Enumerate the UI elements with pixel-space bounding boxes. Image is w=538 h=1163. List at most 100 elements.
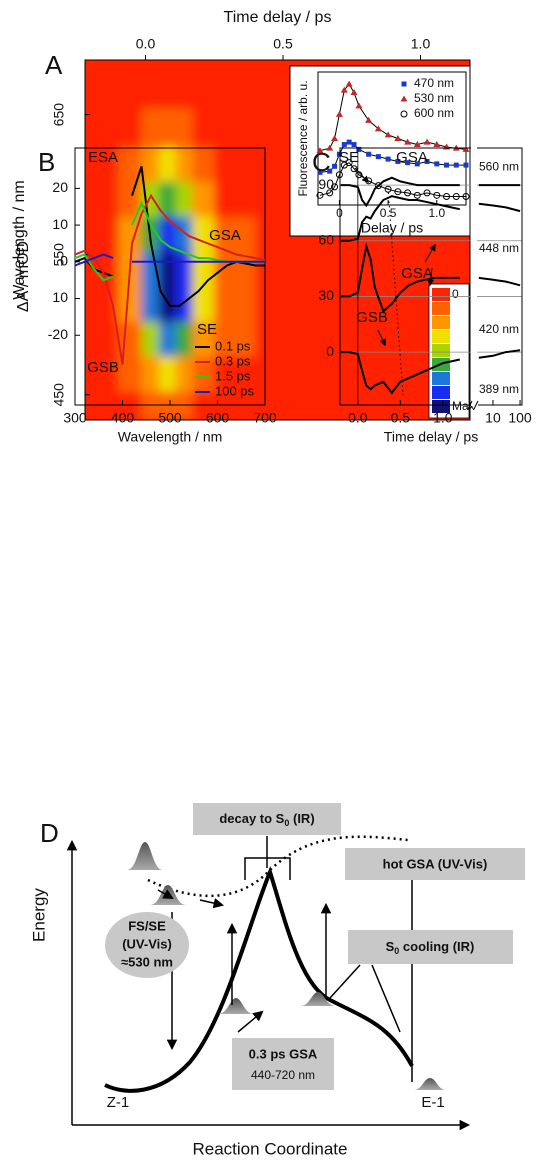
marker — [332, 163, 338, 169]
marker — [405, 160, 411, 166]
heatmap-cell — [141, 107, 160, 147]
marker — [453, 162, 459, 168]
trace-label: 389 nm — [479, 382, 519, 396]
marker — [345, 80, 353, 87]
heatmap-cell — [175, 356, 193, 392]
y-tick-label: 60 — [318, 231, 334, 247]
heatmap-cell — [159, 60, 177, 109]
ellipse-label: FS/SE — [128, 918, 166, 933]
y-axis-label: Fluorescence / arb. u. — [296, 80, 310, 196]
marker — [341, 142, 347, 148]
heatmap-cell — [118, 356, 142, 392]
y-tick-label: 550 — [51, 243, 67, 267]
heatmap-cell — [85, 391, 119, 420]
marker — [443, 193, 451, 201]
marker — [401, 81, 407, 87]
heatmap-cell — [175, 251, 193, 287]
heatmap-cell — [159, 107, 177, 147]
arrow — [354, 167, 369, 184]
marker — [375, 154, 381, 160]
marker — [444, 162, 450, 168]
colorbar-label: Max — [452, 399, 475, 413]
label-box — [345, 848, 525, 880]
marker — [316, 147, 324, 154]
plot-frame — [74, 147, 266, 406]
y-tick-label: 10 — [52, 289, 68, 305]
heatmap-cell — [175, 391, 193, 420]
heatmap-cell — [214, 321, 256, 357]
heatmap-cell — [85, 60, 119, 109]
marker — [462, 145, 470, 152]
marker — [384, 185, 392, 193]
colorbar-swatch — [432, 330, 450, 343]
heatmap-cell — [85, 146, 119, 182]
marker — [317, 169, 323, 175]
heatmap-cell — [85, 321, 119, 357]
heatmap-cell — [214, 356, 256, 392]
series-line — [478, 349, 521, 359]
heatmap-cell — [118, 391, 142, 420]
heatmap-cell — [141, 321, 160, 357]
marker — [355, 102, 363, 109]
annotation: GSA — [396, 149, 428, 166]
heatmap-cell — [324, 391, 408, 420]
label-ellipse — [105, 912, 189, 978]
x-tick-label: 0.5 — [391, 410, 411, 426]
colorbar-swatch — [432, 316, 450, 329]
marker — [433, 141, 441, 148]
label-box — [193, 803, 341, 835]
heatmap-cell — [175, 321, 193, 357]
guide-line — [387, 187, 404, 396]
x-tick-label: 1.0 — [433, 410, 453, 426]
marker — [336, 151, 342, 157]
legend-label: 0.1 ps — [215, 338, 251, 353]
series-line — [340, 242, 460, 314]
marker — [351, 142, 357, 148]
marker — [400, 95, 408, 102]
marker — [385, 156, 391, 162]
marker — [433, 191, 441, 199]
x-tick-label: 10 — [485, 410, 501, 426]
x-tick-label: 0.0 — [348, 410, 368, 426]
trace-label: 448 nm — [479, 241, 519, 255]
colorbar-swatch — [432, 372, 450, 385]
x-tick-label: 0.0 — [136, 36, 156, 52]
arrow — [377, 329, 386, 347]
marker — [404, 138, 412, 145]
panel-label: D — [40, 818, 59, 848]
heatmap-cell — [159, 251, 177, 287]
panel-label: B — [38, 147, 55, 177]
marker — [331, 135, 339, 141]
heatmap-cell — [159, 321, 177, 357]
heatmap-cell — [255, 391, 325, 420]
x-tick-label: 1.0 — [411, 36, 431, 52]
ellipse-label: ≈530 nm — [121, 954, 173, 969]
trace-label: 560 nm — [479, 159, 519, 173]
species-label: Z-1 — [107, 1094, 130, 1111]
plot-frame — [84, 59, 471, 421]
marker — [463, 162, 469, 168]
heatmap-cell — [192, 107, 215, 147]
marker — [400, 110, 408, 118]
heatmap-cell — [255, 321, 325, 357]
marker — [413, 191, 421, 199]
heatmap-cell — [175, 107, 193, 147]
box-label: S0 cooling (IR) — [386, 939, 475, 956]
plot-frame — [317, 71, 467, 206]
legend-label: 470 nm — [414, 76, 454, 90]
annotation: GSB — [356, 309, 388, 326]
heatmap-cell — [175, 181, 193, 217]
heatmap-cell — [324, 251, 408, 287]
y-tick-label: 0 — [60, 253, 68, 269]
marker — [424, 158, 430, 164]
marker — [452, 193, 460, 201]
box-label: decay to S0 (IR) — [219, 811, 314, 828]
series-line — [340, 176, 460, 208]
excited-state-curve — [147, 835, 409, 898]
box-label: 0.3 ps GSA — [249, 1046, 318, 1061]
heatmap-cell — [175, 216, 193, 252]
marker — [413, 141, 421, 148]
heatmap-cell — [192, 356, 215, 392]
heatmap-cell — [141, 356, 160, 392]
